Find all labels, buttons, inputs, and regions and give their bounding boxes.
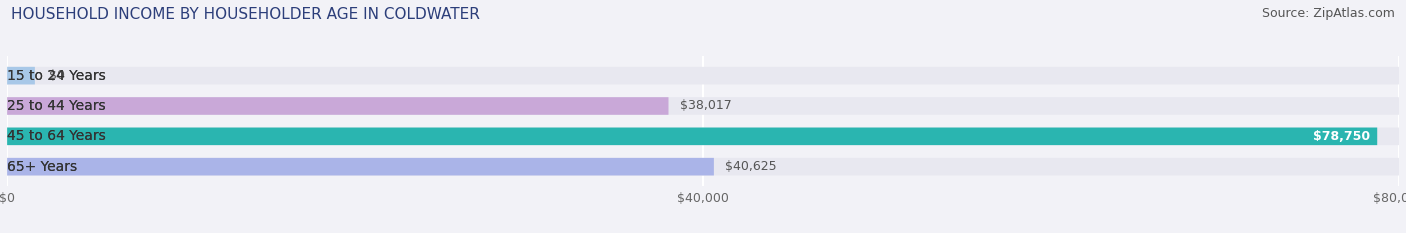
FancyBboxPatch shape xyxy=(7,127,1399,145)
FancyBboxPatch shape xyxy=(7,67,1399,84)
Text: 45 to 64 Years: 45 to 64 Years xyxy=(7,129,105,143)
Text: 15 to 24 Years: 15 to 24 Years xyxy=(7,69,105,83)
Text: 15 to 24 Years: 15 to 24 Years xyxy=(7,69,105,83)
Text: 25 to 44 Years: 25 to 44 Years xyxy=(7,99,105,113)
Text: $38,017: $38,017 xyxy=(679,99,731,113)
Text: 65+ Years: 65+ Years xyxy=(7,160,77,174)
FancyBboxPatch shape xyxy=(7,97,1399,115)
Text: Source: ZipAtlas.com: Source: ZipAtlas.com xyxy=(1261,7,1395,20)
FancyBboxPatch shape xyxy=(7,158,714,175)
Text: $40,625: $40,625 xyxy=(725,160,776,173)
FancyBboxPatch shape xyxy=(7,97,668,115)
Text: $78,750: $78,750 xyxy=(1313,130,1371,143)
FancyBboxPatch shape xyxy=(7,158,1399,175)
FancyBboxPatch shape xyxy=(7,127,1378,145)
Text: HOUSEHOLD INCOME BY HOUSEHOLDER AGE IN COLDWATER: HOUSEHOLD INCOME BY HOUSEHOLDER AGE IN C… xyxy=(11,7,479,22)
FancyBboxPatch shape xyxy=(7,67,35,84)
Text: $0: $0 xyxy=(49,69,65,82)
Text: 65+ Years: 65+ Years xyxy=(7,160,77,174)
Text: 45 to 64 Years: 45 to 64 Years xyxy=(7,129,105,143)
Text: 25 to 44 Years: 25 to 44 Years xyxy=(7,99,105,113)
